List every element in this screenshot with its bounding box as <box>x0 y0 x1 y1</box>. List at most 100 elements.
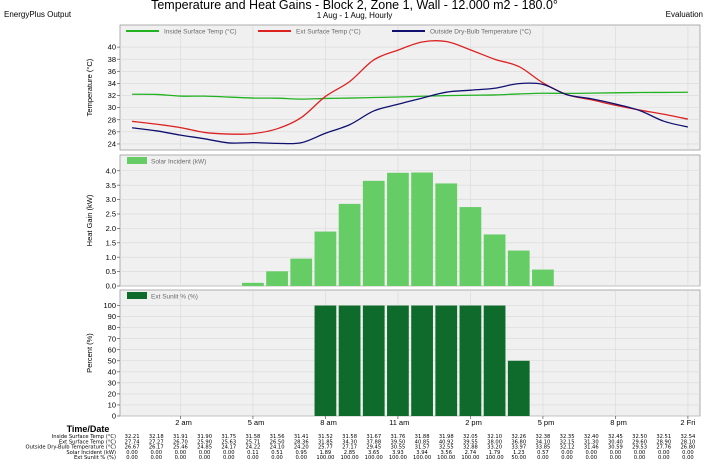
temp-legend-label: Ext Surface Temp (°C) <box>296 27 361 35</box>
xtick-label: 5 <box>248 418 252 427</box>
heat-bar <box>290 258 313 286</box>
table-cell: 100.00 <box>365 455 383 461</box>
table-cell: 100.00 <box>316 455 334 461</box>
sunlit-bar <box>411 305 433 416</box>
xtick-label: 8 <box>320 418 324 427</box>
heat-ytick-label: 1.5 <box>106 238 116 247</box>
table-row-label: Ext Sunlit % (%) <box>74 455 116 461</box>
table-cell: 0.00 <box>658 455 670 461</box>
table-cell: 30.59 <box>608 445 623 451</box>
temp-ytick-label: 34 <box>108 79 116 88</box>
xtick-label: 2 <box>465 418 469 427</box>
table-cell: 0.51 <box>271 450 283 456</box>
table-cell: 32.18 <box>149 434 164 440</box>
table-cell: 0.00 <box>634 455 646 461</box>
table-cell: 32.51 <box>656 434 671 440</box>
table-cell: 100.00 <box>413 455 431 461</box>
table-cell: 0.00 <box>223 455 235 461</box>
sunlit-bar <box>507 360 530 416</box>
table-cell: 40.85 <box>415 439 430 445</box>
sunlit-ytick-label: 60 <box>108 345 116 354</box>
xtick-sublabel: pm <box>544 418 554 427</box>
sunlit-ytick-label: 50 <box>108 356 116 365</box>
xtick-sublabel: pm <box>471 418 481 427</box>
table-cell: 24.22 <box>245 445 260 451</box>
heat-ytick-label: 3.5 <box>106 181 116 190</box>
table-cell: 100.00 <box>341 455 359 461</box>
sunlit-ytick-label: 80 <box>108 323 116 332</box>
table-cell: 3.65 <box>368 450 380 456</box>
table-cell: 31.67 <box>366 434 381 440</box>
temp-series-outside <box>132 82 689 145</box>
temp-ytick-label: 40 <box>108 43 116 52</box>
temp-ytick-label: 38 <box>108 55 116 64</box>
heat-bar <box>483 234 506 286</box>
table-cell: 32.50 <box>632 434 647 440</box>
temp-series-inside <box>132 91 688 100</box>
table-cell: 30.55 <box>390 445 405 451</box>
table-cell: 0.00 <box>682 455 694 461</box>
table-cell: 31.58 <box>342 434 357 440</box>
xtick-label: 2 <box>175 418 179 427</box>
xtick-label: 2 Fri <box>680 418 695 427</box>
table-cell: 38.00 <box>487 439 502 445</box>
mode-label: Evaluation <box>665 10 703 19</box>
temp-legend-label: Inside Surface Temp (°C) <box>164 27 237 35</box>
table-cell: 3.94 <box>416 450 428 456</box>
table-cell: 100.00 <box>461 455 479 461</box>
table-cell: 25.77 <box>318 445 333 451</box>
sunlit-ytick-label: 40 <box>108 367 116 376</box>
table-cell: 32.26 <box>511 434 526 440</box>
heat-bar <box>266 271 288 286</box>
table-cell: 0.00 <box>610 455 622 461</box>
table-cell: 32.40 <box>584 434 599 440</box>
table-cell: 1.89 <box>320 450 332 456</box>
table-cell: 32.35 <box>560 434 575 440</box>
table-cell: 3.56 <box>440 450 452 456</box>
table-cell: 0.00 <box>175 455 187 461</box>
temp-series-external <box>132 40 689 135</box>
table-row-label: Inside Surface Temp (°C) <box>52 434 116 440</box>
table-cell: 25.90 <box>197 439 212 445</box>
chart-subtitle: 1 Aug - 1 Aug, Hourly <box>316 11 393 20</box>
table-cell: 31.91 <box>173 434 188 440</box>
table-cell: 31.90 <box>197 434 212 440</box>
table-cell: 34.10 <box>535 439 550 445</box>
table-cell: 27.76 <box>656 445 671 451</box>
xtick-sublabel: pm <box>616 418 626 427</box>
temp-ytick-label: 36 <box>108 67 116 76</box>
table-cell: 31.52 <box>318 434 333 440</box>
sunlit-ytick-label: 70 <box>108 334 116 343</box>
table-cell: 32.45 <box>608 434 623 440</box>
table-cell: 100.00 <box>389 455 407 461</box>
table-cell: 32.05 <box>463 434 478 440</box>
heat-bar <box>362 180 385 286</box>
table-cell: 26.17 <box>149 445 164 451</box>
table-cell: 0.11 <box>247 450 259 456</box>
table-cell: 32.54 <box>680 434 696 440</box>
table-cell: 0.00 <box>126 450 138 456</box>
table-cell: 27.27 <box>149 439 164 445</box>
table-cell: 25.46 <box>173 445 188 451</box>
table-cell: 0.00 <box>682 450 694 456</box>
heat-bar <box>338 203 361 286</box>
heat-bar <box>314 231 337 286</box>
table-cell: 24.17 <box>221 445 236 451</box>
table-cell: 30.40 <box>608 439 623 445</box>
heat-bar <box>459 207 482 286</box>
table-cell: 24.10 <box>270 445 285 451</box>
table-cell: 26.67 <box>125 445 140 451</box>
heat-bar <box>435 183 458 286</box>
table-cell: 0.00 <box>537 455 549 461</box>
table-cell: 28.90 <box>656 439 671 445</box>
table-cell: 31.75 <box>221 434 236 440</box>
xtick-sublabel: am <box>326 418 336 427</box>
table-cell: 24.20 <box>294 445 309 451</box>
temp-ytick-label: 26 <box>108 127 116 136</box>
table-cell: 32.88 <box>463 445 478 451</box>
xaxis-title: Time/Date <box>67 424 110 434</box>
table-cell: 25.71 <box>245 439 260 445</box>
sunlit-bar <box>387 305 409 416</box>
table-cell: 0.00 <box>561 450 573 456</box>
heat-ytick-label: 2.0 <box>106 224 116 233</box>
